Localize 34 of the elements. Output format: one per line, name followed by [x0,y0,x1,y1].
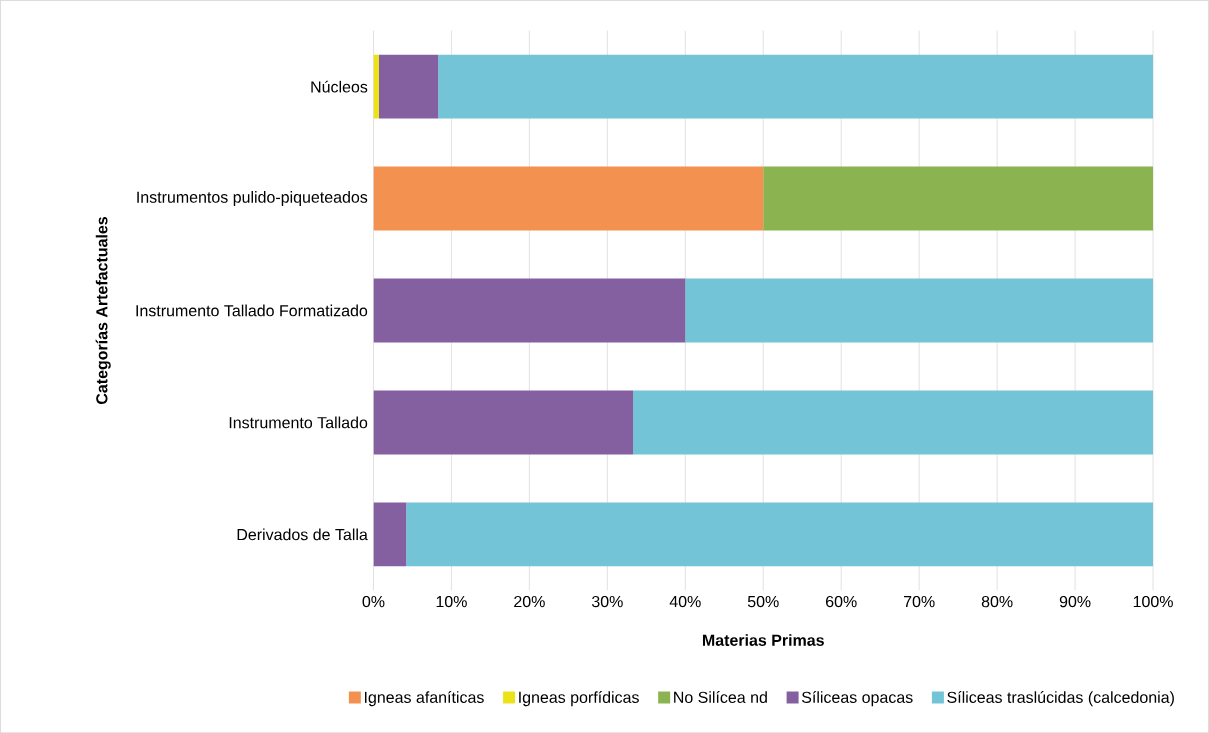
x-tick-label: 60% [826,595,857,608]
bar [438,54,1154,119]
x-tick-label: 40% [669,595,701,608]
y-tick-label: Instrumento Tallado [229,416,368,429]
legend-label: Síliceas opacas [801,690,913,707]
bar [763,166,1154,231]
y-tick-label: Instrumento Tallado Formatizado [136,304,368,317]
x-tick-label: 30% [591,595,623,608]
y-tick-label: Derivados de Talla [237,528,368,541]
x-tick-label: 70% [903,595,935,608]
bar [373,502,407,567]
x-tick-label: 100% [1133,595,1173,608]
x-axis-title: Materias Primas [702,634,824,646]
bar [685,278,1154,343]
x-tick-label: 80% [981,595,1013,608]
x-tick-label: 50% [747,595,779,608]
bar [373,166,764,231]
bar [406,502,1154,567]
bar [373,54,379,119]
legend-label: Igneas afaníticas [364,690,484,707]
x-tick-label: 0% [362,595,385,608]
y-tick-label: Núcleos [311,80,368,93]
y-tick-label: Instrumentos pulido-piqueteados [137,190,368,206]
legend-label: Síliceas traslúcidas (calcedonia) [947,690,1174,707]
x-tick-label: 10% [436,595,467,608]
bar [378,54,439,119]
bar [373,390,634,455]
y-axis-title: Categorías Artefactuales [95,216,111,404]
bar [373,278,686,343]
legend-label: No Silícea nd [674,690,767,703]
x-tick-label: 90% [1059,595,1091,608]
legend-label: Igneas porfídicas [519,690,639,707]
bar [633,390,1154,455]
x-tick-label: 20% [514,595,545,608]
